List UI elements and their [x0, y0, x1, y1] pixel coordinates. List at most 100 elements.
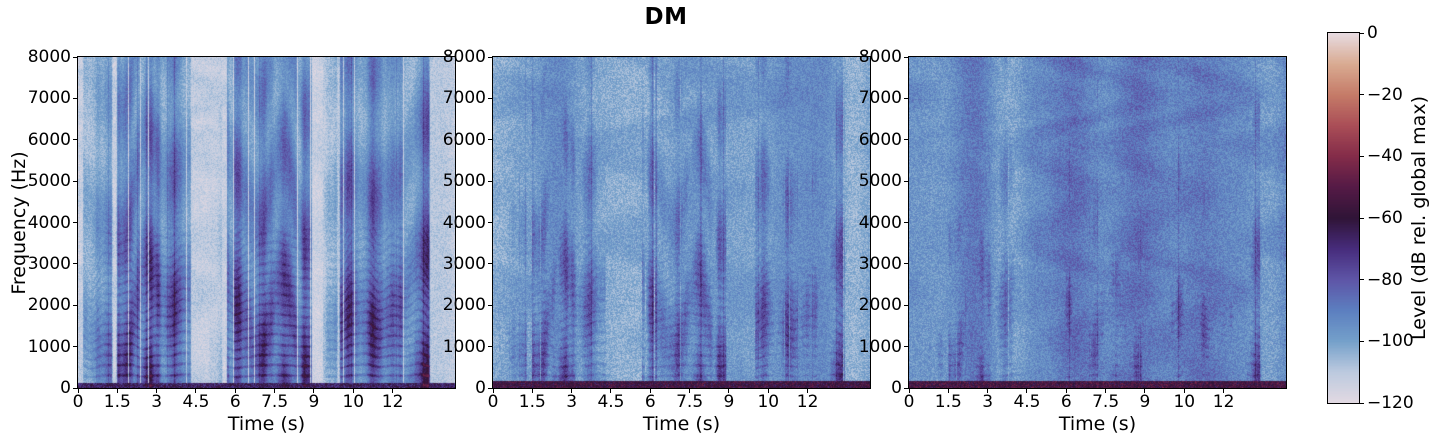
y-tick-label: 4000 [858, 212, 902, 233]
y-tick-label: 8000 [858, 47, 902, 67]
x-tick-label: 3 [151, 392, 163, 412]
y-tick-mark [904, 387, 908, 389]
x-tick-label: 7.5 [676, 392, 704, 412]
x-tick-mark [1144, 389, 1146, 393]
x-tick-mark [908, 389, 910, 393]
x-tick-mark [1105, 389, 1107, 393]
y-tick-label: 3000 [27, 253, 71, 274]
x-tick-label: 1.5 [103, 392, 131, 412]
y-tick-mark [73, 263, 77, 265]
y-tick-label: 5000 [858, 171, 902, 192]
y-tick-mark [488, 139, 492, 141]
x-tick-mark [1183, 389, 1185, 393]
y-tick-label: 7000 [27, 88, 71, 109]
x-tick-mark [947, 389, 949, 393]
colorbar-tick-mark [1360, 279, 1364, 281]
spectrogram-panel-3 [908, 56, 1287, 389]
spectrogram-canvas-3 [909, 57, 1286, 388]
x-tick-label: 0 [903, 392, 915, 412]
y-tick-mark [904, 304, 908, 306]
colorbar-tick-label: 0 [1367, 23, 1378, 43]
colorbar [1327, 32, 1360, 404]
x-tick-mark [531, 389, 533, 393]
y-tick-label: 7000 [858, 88, 902, 109]
y-tick-mark [73, 304, 77, 306]
x-tick-mark [274, 389, 276, 393]
y-tick-mark [904, 56, 908, 58]
y-tick-label: 1000 [27, 336, 71, 357]
colorbar-tick-label: −100 [1367, 331, 1414, 352]
x-tick-mark [116, 389, 118, 393]
spectrogram-canvas-2 [493, 57, 870, 388]
x-tick-mark [571, 389, 573, 393]
y-tick-mark [73, 97, 77, 99]
x-tick-mark [689, 389, 691, 393]
y-tick-mark [488, 180, 492, 182]
y-tick-label: 7000 [442, 88, 486, 109]
x-tick-label: 9 [308, 392, 320, 412]
x-tick-label: 3 [566, 392, 578, 412]
colorbar-tick-label: −40 [1367, 146, 1403, 167]
x-tick-label: 0 [487, 392, 499, 412]
x-tick-mark [728, 389, 730, 393]
x-tick-label: 9 [1139, 392, 1151, 412]
x-tick-label: 7.5 [261, 392, 289, 412]
x-tick-mark [492, 389, 494, 393]
x-tick-mark [1223, 389, 1225, 393]
x-tick-label: 4.5 [1013, 392, 1041, 412]
y-tick-label: 2000 [858, 295, 902, 316]
y-tick-mark [488, 222, 492, 223]
x-tick-mark [195, 389, 197, 393]
y-tick-mark [488, 304, 492, 306]
x-tick-mark [610, 389, 612, 393]
x-tick-mark [352, 389, 354, 393]
y-tick-mark [904, 139, 908, 141]
y-tick-mark [73, 56, 77, 58]
x-tick-label: 12 [1212, 392, 1235, 412]
x-tick-mark [156, 389, 158, 393]
colorbar-tick-label: −80 [1367, 269, 1403, 290]
x-tick-label: 10 [1173, 392, 1196, 412]
y-tick-mark [904, 222, 908, 223]
figure-title: DM [644, 4, 688, 30]
x-axis-label-2: Time (s) [642, 413, 721, 435]
y-tick-mark [73, 346, 77, 348]
y-tick-mark [73, 387, 77, 389]
colorbar-tick-label: −20 [1367, 84, 1403, 105]
y-tick-label: 1000 [858, 336, 902, 357]
x-tick-mark [392, 389, 394, 393]
y-tick-label: 6000 [442, 129, 486, 150]
y-tick-label: 6000 [858, 129, 902, 150]
x-tick-mark [987, 389, 989, 393]
y-tick-mark [488, 97, 492, 99]
y-tick-label: 5000 [27, 171, 71, 192]
x-tick-mark [807, 389, 809, 393]
y-tick-label: 2000 [442, 295, 486, 316]
spectrogram-canvas-1 [78, 57, 455, 388]
x-tick-mark [767, 389, 769, 393]
x-tick-mark [649, 389, 651, 393]
x-tick-label: 4.5 [597, 392, 625, 412]
spectrogram-panel-1 [77, 56, 456, 389]
colorbar-tick-mark [1360, 155, 1364, 157]
y-tick-mark [488, 56, 492, 58]
y-tick-label: 6000 [27, 129, 71, 150]
x-tick-label: 3 [982, 392, 994, 412]
y-tick-label: 0 [891, 378, 902, 398]
colorbar-tick-mark [1360, 402, 1364, 404]
spectrogram-panel-2 [492, 56, 871, 389]
y-tick-label: 2000 [27, 295, 71, 316]
y-tick-label: 4000 [27, 212, 71, 233]
y-tick-label: 1000 [442, 336, 486, 357]
colorbar-tick-mark [1360, 340, 1364, 342]
x-tick-label: 6 [1060, 392, 1072, 412]
x-tick-label: 0 [72, 392, 84, 412]
x-tick-label: 6 [644, 392, 656, 412]
colorbar-tick-mark [1360, 32, 1364, 34]
y-tick-mark [488, 387, 492, 389]
x-axis-label-3: Time (s) [1058, 413, 1137, 435]
colorbar-tick-mark [1360, 217, 1364, 219]
x-tick-mark [77, 389, 79, 393]
colorbar-canvas [1328, 33, 1359, 403]
